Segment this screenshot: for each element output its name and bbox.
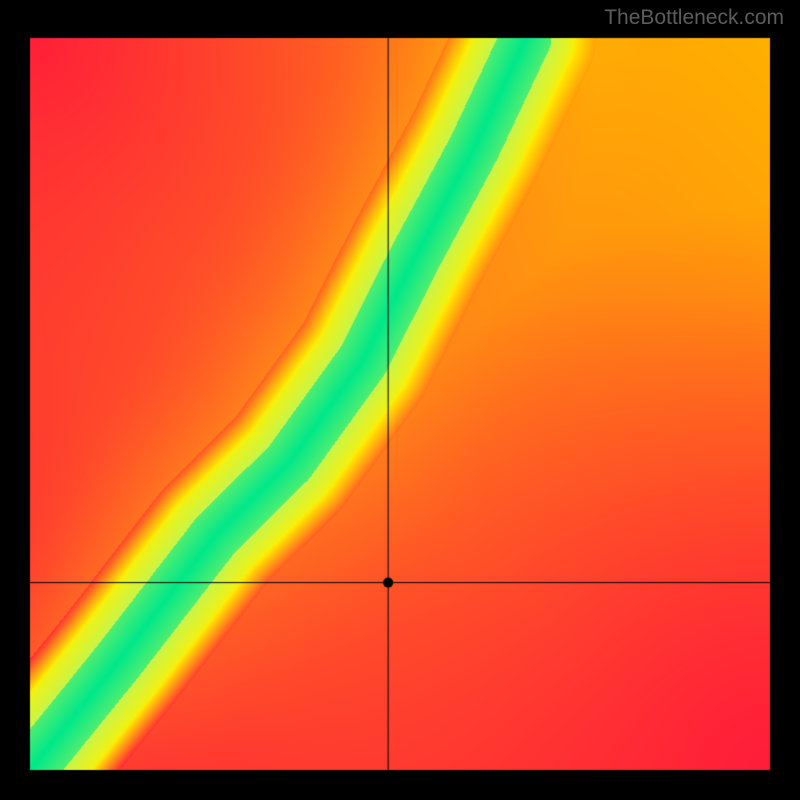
chart-container: TheBottleneck.com [0, 0, 800, 800]
heatmap-canvas [0, 0, 800, 800]
watermark-text: TheBottleneck.com [604, 6, 784, 30]
